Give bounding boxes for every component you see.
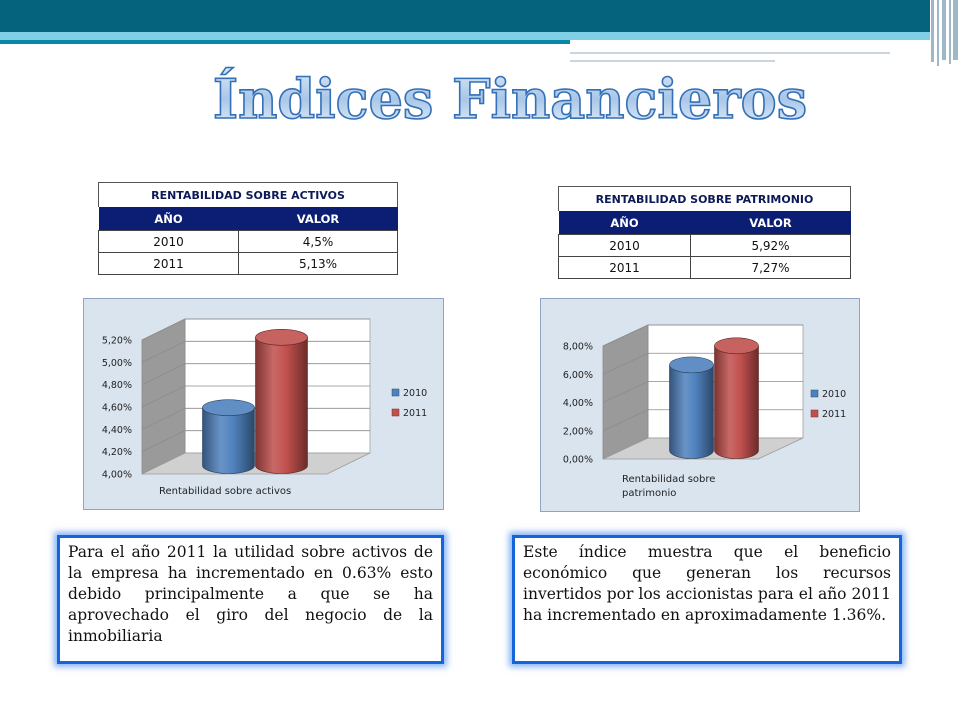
gridline-side bbox=[602, 381, 649, 403]
header-stripe bbox=[949, 0, 951, 64]
gridline-side bbox=[141, 430, 186, 453]
page-title-text: Índices Financieros bbox=[213, 67, 807, 131]
header-thin-line-2 bbox=[570, 60, 775, 62]
table-caption: RENTABILIDAD SOBRE PATRIMONIO bbox=[558, 186, 851, 211]
column-header-value: VALOR bbox=[690, 211, 851, 235]
header-accent-line bbox=[0, 40, 570, 44]
header-accent-bar bbox=[0, 32, 930, 40]
table-row: 2011 5,13% bbox=[98, 252, 398, 275]
table-rentabilidad-activos: RENTABILIDAD SOBRE ACTIVOS AÑO VALOR 201… bbox=[98, 182, 398, 275]
cell-year: 2010 bbox=[98, 230, 239, 253]
table-row: 2011 7,27% bbox=[558, 256, 851, 279]
header-stripe bbox=[942, 0, 946, 60]
y-tick-label: 0,00% bbox=[563, 455, 593, 466]
cell-year: 2011 bbox=[98, 252, 239, 275]
column-header-value: VALOR bbox=[238, 207, 398, 231]
gridline-side bbox=[141, 340, 186, 363]
table-rentabilidad-patrimonio: RENTABILIDAD SOBRE PATRIMONIO AÑO VALOR … bbox=[558, 186, 851, 279]
legend-label-2010: 2010 bbox=[822, 389, 846, 400]
header-stripe bbox=[953, 0, 958, 60]
y-tick-label: 6,00% bbox=[563, 370, 593, 381]
bar-2010 bbox=[202, 407, 255, 474]
table-caption: RENTABILIDAD SOBRE ACTIVOS bbox=[98, 182, 398, 207]
y-tick-label: 4,00% bbox=[102, 470, 132, 481]
y-tick-label: 4,80% bbox=[102, 380, 132, 391]
bar-top-2011 bbox=[255, 329, 308, 346]
header-bar bbox=[0, 0, 930, 32]
table-row: 2010 4,5% bbox=[98, 230, 398, 253]
gridline-side bbox=[141, 363, 186, 386]
x-axis-label: patrimonio bbox=[622, 488, 676, 499]
bar-top-2010 bbox=[669, 356, 714, 374]
x-axis-label: Rentabilidad sobre bbox=[622, 474, 715, 485]
cell-value: 4,5% bbox=[238, 230, 398, 253]
header-stripe bbox=[937, 0, 939, 66]
note-patrimonio: Este índice muestra que el beneficio eco… bbox=[512, 535, 902, 664]
gridline-side bbox=[141, 407, 186, 430]
legend-label-2011: 2011 bbox=[822, 409, 846, 420]
bar-2010 bbox=[669, 364, 714, 459]
bar-2011 bbox=[255, 337, 308, 474]
column-header-year: AÑO bbox=[98, 207, 239, 231]
chart-rentabilidad-patrimonio: 0,00% 2,00% 4,00% 6,00% 8,00% Rentabilidad so… bbox=[540, 298, 860, 512]
y-tick-label: 4,40% bbox=[102, 425, 132, 436]
page-title: Índices Financieros bbox=[212, 62, 808, 132]
y-tick-label: 8,00% bbox=[563, 342, 593, 353]
chart-svg: 4,00% 4,20% 4,40% 4,60% 4,80% 5,00% 5,20% Renta… bbox=[102, 318, 427, 497]
bar-top-2011 bbox=[714, 337, 759, 355]
bar-2011 bbox=[714, 345, 759, 459]
legend-swatch-2011 bbox=[810, 409, 819, 418]
header-stripe bbox=[931, 0, 934, 62]
gridline-side bbox=[602, 409, 649, 432]
legend-swatch-2010 bbox=[810, 389, 819, 398]
cell-year: 2011 bbox=[558, 256, 691, 279]
y-tick-label: 4,60% bbox=[102, 403, 132, 414]
legend-label-2011: 2011 bbox=[403, 408, 427, 419]
bar-top-2010 bbox=[202, 399, 255, 416]
y-tick-label: 5,00% bbox=[102, 358, 132, 369]
y-tick-label: 2,00% bbox=[563, 426, 593, 437]
column-header-year: AÑO bbox=[558, 211, 691, 235]
cell-year: 2010 bbox=[558, 234, 691, 257]
cell-value: 7,27% bbox=[690, 256, 851, 279]
table-row: 2010 5,92% bbox=[558, 234, 851, 257]
cell-value: 5,92% bbox=[690, 234, 851, 257]
legend-swatch-2010 bbox=[391, 388, 400, 397]
header-thin-line bbox=[570, 52, 890, 54]
chart-svg: 0,00% 2,00% 4,00% 6,00% 8,00% Rentabilidad so… bbox=[563, 324, 846, 499]
x-axis-label: Rentabilidad sobre activos bbox=[159, 486, 291, 497]
y-tick-label: 5,20% bbox=[102, 336, 132, 347]
gridline-side bbox=[602, 352, 649, 375]
legend-label-2010: 2010 bbox=[403, 388, 427, 399]
gridline-side bbox=[141, 318, 186, 341]
legend-swatch-2011 bbox=[391, 408, 400, 417]
y-tick-label: 4,00% bbox=[563, 398, 593, 409]
gridline-side bbox=[602, 324, 649, 347]
note-activos: Para el año 2011 la utilidad sobre activ… bbox=[57, 535, 444, 664]
gridline-side bbox=[141, 385, 186, 408]
y-tick-label: 4,20% bbox=[102, 447, 132, 458]
cell-value: 5,13% bbox=[238, 252, 398, 275]
chart-rentabilidad-activos: 4,00% 4,20% 4,40% 4,60% 4,80% 5,00% 5,20% Renta… bbox=[83, 298, 444, 510]
